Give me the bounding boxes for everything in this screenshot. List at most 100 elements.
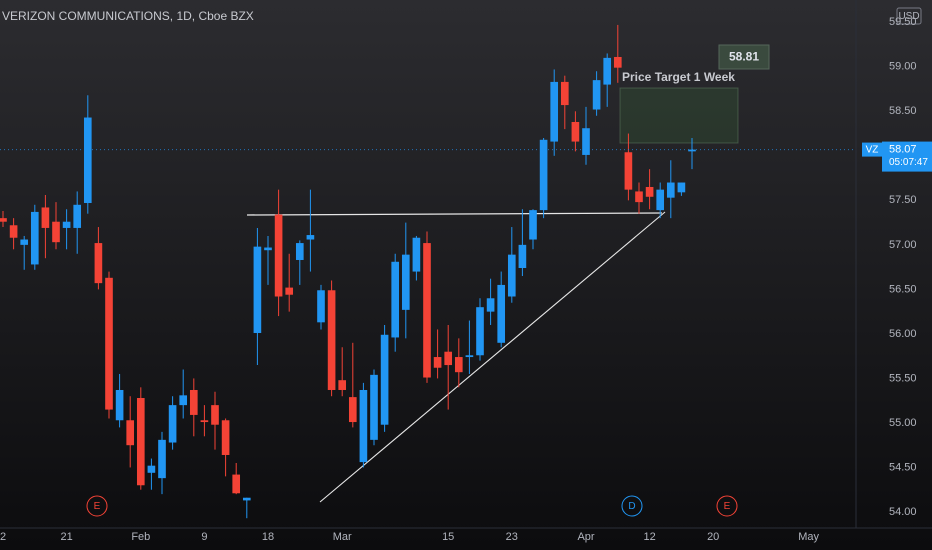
y-tick-label: 58.50 (889, 105, 917, 117)
event-dividend[interactable] (621, 495, 643, 517)
x-tick-label: 21 (60, 531, 72, 543)
candle-body (274, 214, 283, 297)
candle-body (560, 81, 569, 106)
candle-body (688, 149, 696, 152)
candle-body (433, 357, 442, 368)
candle-body (41, 207, 50, 228)
x-tick-label: 18 (262, 531, 274, 543)
candle-body (359, 389, 368, 463)
candle-body (592, 80, 601, 110)
candle-body (295, 243, 304, 260)
candle-body (147, 465, 156, 473)
candle-body (52, 221, 60, 243)
x-tick-label: Feb (131, 531, 150, 543)
candle-body (105, 277, 113, 410)
candle-body (370, 374, 378, 440)
trend-line (319, 211, 666, 503)
currency-box[interactable] (896, 7, 922, 25)
x-tick-label: 9 (201, 531, 207, 543)
horizontal-line (246, 212, 663, 216)
candle-body (401, 254, 410, 310)
candle-body (507, 254, 516, 297)
candle-body (423, 243, 431, 378)
candle-body (317, 290, 325, 323)
x-tick-label: Apr (577, 531, 594, 543)
y-tick-label: 55.00 (889, 417, 917, 429)
candle-body (83, 117, 92, 204)
y-tick-label: 56.00 (889, 328, 917, 340)
candle-body (529, 210, 537, 240)
y-tick-label: 59.50 (889, 16, 917, 28)
candle-body (391, 261, 400, 338)
candle-body (645, 186, 654, 197)
target-value: 58.81 (729, 50, 759, 64)
chart-title: VERIZON COMMUNICATIONS, 1D, Cboe BZX (2, 9, 254, 23)
candle-body (539, 139, 548, 211)
candle-body (327, 290, 336, 390)
candle-body (486, 298, 495, 312)
candle-body (635, 191, 643, 203)
event-label[interactable]: D (628, 501, 635, 512)
candle-body (136, 398, 145, 486)
candle-body (656, 189, 665, 211)
candle-body (221, 420, 230, 455)
candle-body (465, 355, 474, 358)
candle-body (412, 237, 421, 272)
candle-body (189, 389, 198, 415)
candle-body (20, 239, 29, 245)
candle-body (285, 287, 294, 295)
candle-body (338, 380, 347, 390)
candle-body (73, 204, 82, 228)
candle-body (9, 225, 18, 238)
candle-body (62, 221, 71, 228)
candle-body (666, 182, 675, 198)
candle-body (158, 439, 166, 479)
candle-body (380, 334, 389, 425)
y-tick-label: 54.50 (889, 461, 917, 473)
symbol-label: VZ (866, 145, 879, 156)
candle-body (306, 235, 315, 240)
y-tick-label: 59.00 (889, 61, 917, 73)
candle-body (94, 243, 103, 284)
candle-body (613, 56, 622, 68)
candle-body (624, 152, 633, 190)
candle-body (0, 218, 7, 222)
x-tick-label: 20 (707, 531, 719, 543)
x-tick-label: 15 (442, 531, 454, 543)
symbol-tag (862, 142, 882, 157)
x-tick-label: 12 (643, 531, 655, 543)
x-tick-label: 2 (0, 531, 6, 543)
y-tick-label: 54.00 (889, 506, 917, 518)
candle-body (179, 395, 188, 406)
candle-body (550, 81, 559, 142)
x-tick-label: Mar (333, 531, 352, 543)
event-label[interactable]: E (724, 501, 731, 512)
y-tick-label: 56.50 (889, 283, 917, 295)
target-zone (619, 87, 739, 144)
currency[interactable]: USD (898, 11, 919, 22)
candle-body (444, 351, 453, 366)
event-earnings[interactable] (716, 495, 738, 517)
y-tick-label: 57.00 (889, 239, 917, 251)
candle-body (211, 405, 219, 425)
candle-body (126, 420, 135, 446)
candle-body (518, 244, 527, 269)
target-value-box (718, 44, 770, 70)
event-label[interactable]: E (94, 501, 101, 512)
candle-body (232, 474, 241, 494)
candle-body (603, 57, 612, 85)
candle-body (571, 121, 580, 142)
candle-body (264, 247, 272, 251)
y-tick-label: 57.50 (889, 194, 917, 206)
candle-body (242, 497, 251, 501)
y-tick-label: 55.50 (889, 372, 917, 384)
x-tick-label: May (798, 531, 819, 543)
price-label: 58.07 (889, 143, 917, 155)
candle-body (115, 389, 124, 421)
candle-body (454, 357, 463, 373)
candle-body (200, 420, 209, 423)
event-earnings[interactable] (86, 495, 108, 517)
candle-body (476, 307, 484, 356)
candle-body (677, 182, 686, 193)
